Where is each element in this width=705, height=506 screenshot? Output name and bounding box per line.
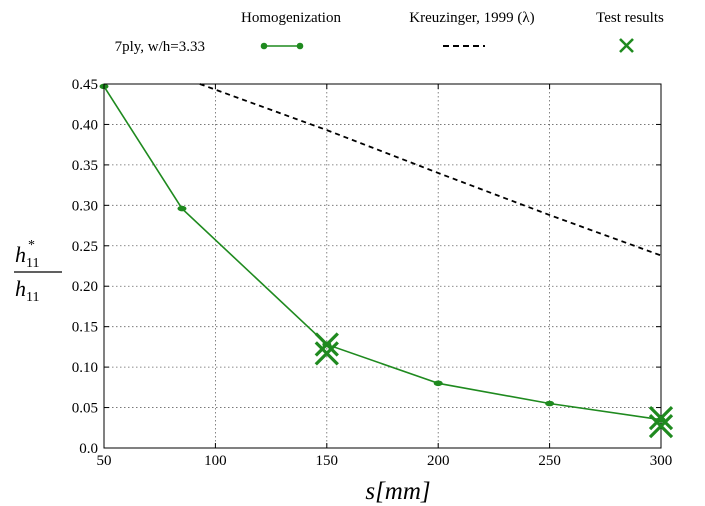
x-tick-label: 100: [204, 453, 227, 469]
x-tick-label: 50: [97, 453, 112, 469]
tick-labels: 50 100 150 200 250 300 0.0 0.05 0.10 0.15 0.20 0.25…: [72, 77, 673, 469]
data-point-test-results: [648, 414, 674, 439]
data-point-test-results: [314, 341, 339, 366]
y-axis-title-numerator-base: h: [15, 242, 26, 267]
x-axis-title: s[mm]: [365, 478, 430, 505]
y-tick-label: 0.0: [79, 441, 98, 457]
y-tick-label: 0.30: [72, 198, 98, 214]
y-tick-label: 0.35: [72, 158, 98, 174]
legend-label-kreuzinger: Kreuzinger, 1999 (λ): [409, 10, 534, 26]
data-point-homogenization: [177, 205, 187, 212]
data-point-homogenization: [545, 400, 555, 407]
y-axis-title-denominator-base: h: [15, 276, 26, 301]
series-layer: [99, 83, 674, 439]
x-tick-label: 150: [316, 453, 339, 469]
y-tick-label: 0.40: [72, 117, 98, 133]
legend: Homogenization Kreuzinger, 1999 (λ) Test…: [115, 10, 664, 55]
y-tick-label: 0.10: [72, 360, 98, 376]
legend-label-test-results: Test results: [596, 10, 664, 26]
series-line-kreuzinger-1999: [199, 83, 662, 257]
y-axis-title-numerator-sub: 11: [26, 256, 39, 271]
y-tick-label: 0.45: [72, 77, 98, 93]
y-axis-title-denominator-sub: 11: [26, 290, 39, 305]
y-tick-label: 0.15: [72, 320, 98, 336]
grid: [104, 84, 661, 448]
data-point-test-results: [648, 405, 674, 431]
y-tick-label: 0.20: [72, 279, 98, 295]
legend-marker-homogenization: [260, 42, 304, 50]
legend-marker-test-results: [619, 38, 634, 53]
y-tick-label: 0.25: [72, 239, 98, 255]
y-axis-title: h11 * h11: [14, 238, 62, 305]
data-point-test-results: [314, 332, 339, 357]
x-tick-label: 300: [650, 453, 673, 469]
x-tick-label: 200: [427, 453, 450, 469]
svg-text:h11: h11: [15, 276, 39, 305]
y-tick-label: 0.05: [72, 401, 98, 417]
x-tick-label: 250: [538, 453, 561, 469]
plot-frame: [103, 83, 662, 449]
svg-text:h11: h11: [15, 242, 39, 271]
y-axis-title-numerator-sup: *: [28, 238, 35, 253]
data-point-homogenization: [433, 380, 443, 387]
legend-row-label: 7ply, w/h=3.33: [115, 39, 205, 55]
legend-label-homogenization: Homogenization: [241, 10, 341, 26]
series-line-homogenization: [103, 85, 662, 421]
